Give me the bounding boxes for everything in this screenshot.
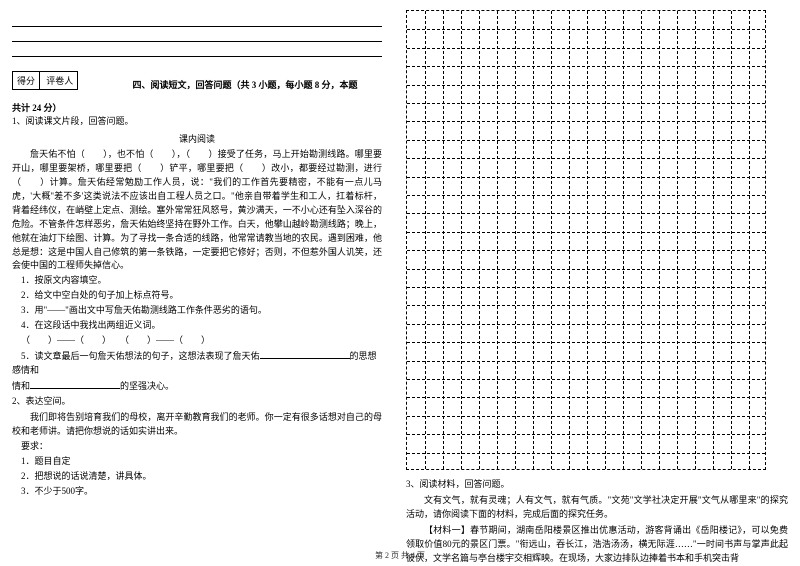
req-3: 3．不少于500字。 — [12, 485, 382, 499]
q1-5: 5．读文章最后一句詹天佑想法的句子，这想法表现了詹天佑的思想感情和 — [12, 349, 382, 378]
grid-vline — [443, 11, 444, 469]
score-box: 得分 评卷人 — [12, 71, 78, 90]
q1-2: 2．给文中空白处的句子加上标点符号。 — [12, 289, 382, 303]
grid-vline — [677, 11, 678, 469]
q1-5c: 的坚强决心。 — [120, 381, 174, 391]
section4-title-cont: 共计 24 分） — [12, 101, 382, 114]
grid-vline — [569, 11, 570, 469]
grid-vline — [479, 11, 480, 469]
page-footer: 第 2 页 共 4 页 — [0, 550, 800, 561]
grid-vline — [605, 11, 606, 469]
grid-vline — [695, 11, 696, 469]
writing-grid — [406, 10, 766, 470]
rule-line — [12, 12, 382, 27]
q2-head: 2、表达空间。 — [12, 395, 382, 409]
grader-label: 评卷人 — [42, 72, 77, 89]
grid-vline — [641, 11, 642, 469]
inner-reading-title: 课内阅读 — [12, 132, 382, 145]
grid-vline — [551, 11, 552, 469]
passage-2: 我们即将告别培育我们的母校，离开辛勤教育我们的老师。你一定有很多话想对自己的母校… — [12, 411, 382, 439]
rule-line — [12, 27, 382, 42]
score-label: 得分 — [13, 72, 40, 89]
right-column: 3、阅读材料，回答问题。 文有文气，就有灵魂；人有文气，就有气质。"文苑"文学社… — [400, 0, 800, 540]
q1-4: 4．在这段话中我找出两组近义词。 — [12, 319, 382, 333]
grid-vline — [497, 11, 498, 469]
grid-vline — [713, 11, 714, 469]
grid-vline — [461, 11, 462, 469]
q1-5a: 5．读文章最后一句詹天佑想法的句子，这想法表现了詹天佑 — [21, 351, 260, 361]
q1-5-line2: 情和的坚强决心。 — [12, 379, 382, 394]
passage-1: 詹天佑不怕（ ），也不怕（ ），（ ）接受了任务，马上开始勘测线路。哪里要开山，… — [12, 148, 382, 273]
q1-3: 3．用"——"画出文中写詹天佑勘测线路工作条件恶劣的语句。 — [12, 304, 382, 318]
grid-vline — [587, 11, 588, 469]
page: 得分 评卷人 四、阅读短文，回答问题（共 3 小题，每小题 8 分，本题 共计 … — [0, 0, 800, 540]
section4-title: 四、阅读短文，回答问题（共 3 小题，每小题 8 分，本题 — [132, 80, 357, 90]
passage-3-1: 文有文气，就有灵魂；人有文气，就有气质。"文苑"文学社决定开展"文气从哪里来"的… — [406, 494, 788, 522]
grid-vline — [659, 11, 660, 469]
q3-head: 3、阅读材料，回答问题。 — [406, 478, 788, 492]
grid-vline — [623, 11, 624, 469]
blank — [30, 379, 120, 389]
grid-vline — [425, 11, 426, 469]
grid-vline — [515, 11, 516, 469]
grid-vline — [533, 11, 534, 469]
rule-line — [12, 42, 382, 57]
answer-ruled-lines — [12, 12, 382, 57]
grid-vline — [731, 11, 732, 469]
q1-head: 1、阅读课文片段，回答问题。 — [12, 115, 382, 129]
requirements-label: 要求： — [12, 440, 382, 454]
blank — [260, 349, 350, 359]
left-column: 得分 评卷人 四、阅读短文，回答问题（共 3 小题，每小题 8 分，本题 共计 … — [0, 0, 400, 540]
grid-vline — [749, 11, 750, 469]
q1-1: 1．按原文内容填空。 — [12, 274, 382, 288]
q1-4b: （ ）——（ ） （ ）——（ ） — [12, 334, 382, 348]
req-1: 1．题目自定 — [12, 455, 382, 469]
req-2: 2．把想说的话说清楚，讲具体。 — [12, 470, 382, 484]
